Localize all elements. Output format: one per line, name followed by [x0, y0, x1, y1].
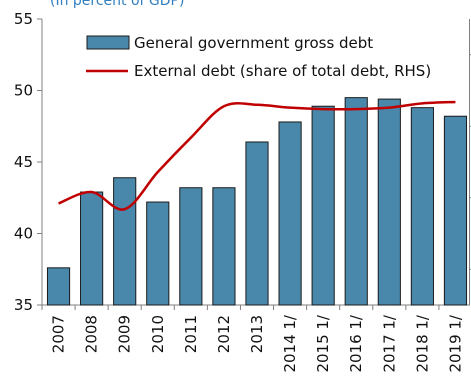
bar-2009	[113, 177, 137, 306]
x-tick-label: 2016 1/	[347, 314, 365, 372]
bar-20181	[410, 107, 434, 306]
x-tick-label: 2010	[149, 315, 167, 353]
y-tick-label: 35	[14, 296, 33, 314]
x-tick-label: 2019 1/	[446, 314, 464, 372]
y-tick-label: 40	[14, 225, 33, 243]
x-tick-label: 2014 1/	[281, 314, 299, 372]
legend-swatch-bar	[86, 35, 130, 50]
bar-20161	[344, 97, 368, 306]
y-tick-label: 45	[14, 153, 33, 171]
x-tick-label: 2011	[182, 315, 200, 353]
bar-2011	[179, 187, 203, 306]
chart-subtitle: (In percent of GDP)	[50, 0, 184, 9]
bar-2007	[46, 267, 71, 306]
x-tick-label: 2007	[50, 315, 68, 353]
y-tick-label: 50	[14, 82, 33, 100]
legend-label-line: External debt (share of total debt, RHS)	[134, 62, 431, 80]
x-tick-label: 2015 1/	[314, 314, 332, 372]
x-tick-label: 2012	[215, 315, 233, 353]
x-tick-label: 2013	[248, 315, 266, 353]
bar-20171	[377, 98, 401, 306]
bar-20141	[278, 121, 302, 306]
bar-20191	[443, 115, 468, 306]
bar-20151	[311, 105, 335, 306]
legend-label-bar: General government gross debt	[134, 34, 373, 52]
bar-2008	[80, 191, 104, 306]
x-tick-label: 2017 1/	[380, 314, 398, 372]
y-tick-label: 55	[14, 10, 33, 28]
external-debt-line	[58, 100, 456, 211]
bar-2012	[212, 187, 236, 306]
bar-2013	[245, 141, 269, 306]
x-tick-label: 2009	[116, 315, 134, 353]
x-tick-label: 2008	[83, 315, 101, 353]
x-tick-label: 2018 1/	[413, 314, 431, 372]
bar-2010	[146, 201, 170, 306]
